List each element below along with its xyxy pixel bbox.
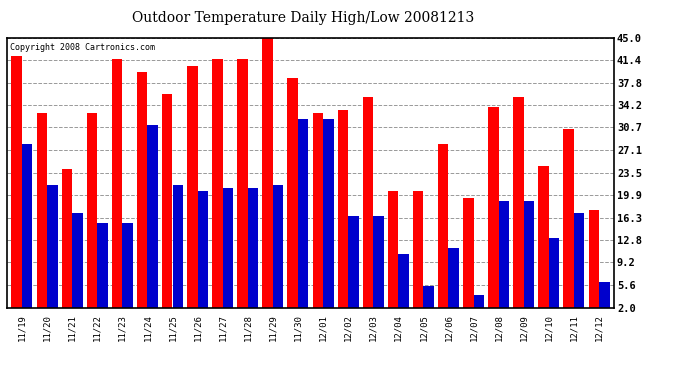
Bar (323, 119, 333, 320)
Bar (513, 97, 524, 320)
Text: Outdoor Temperature Daily High/Low 20081213: Outdoor Temperature Daily High/Low 20081… (132, 11, 475, 25)
Bar (599, 282, 609, 320)
Bar (337, 110, 348, 320)
Bar (589, 210, 599, 320)
Bar (137, 72, 148, 320)
Bar (488, 106, 499, 320)
Bar (148, 125, 158, 320)
Bar (197, 191, 208, 320)
Bar (313, 113, 323, 320)
Bar (162, 94, 172, 320)
Bar (388, 191, 398, 320)
Bar (473, 295, 484, 320)
Bar (47, 185, 57, 320)
Bar (348, 216, 359, 320)
Bar (373, 216, 384, 320)
Bar (187, 66, 197, 320)
Bar (37, 113, 47, 320)
Text: Copyright 2008 Cartronics.com: Copyright 2008 Cartronics.com (10, 43, 155, 52)
Bar (223, 188, 233, 320)
Bar (22, 144, 32, 320)
Bar (237, 60, 248, 320)
Bar (12, 56, 22, 320)
Bar (112, 60, 122, 320)
Bar (172, 185, 183, 320)
Bar (363, 97, 373, 320)
Bar (574, 213, 584, 320)
Bar (424, 285, 434, 320)
Bar (262, 38, 273, 320)
Bar (448, 248, 459, 320)
Bar (438, 144, 449, 320)
Bar (499, 201, 509, 320)
Bar (549, 238, 560, 320)
Bar (298, 119, 308, 320)
Bar (564, 129, 574, 320)
Bar (288, 78, 298, 320)
Bar (122, 223, 133, 320)
Bar (463, 198, 473, 320)
Bar (72, 213, 83, 320)
Bar (212, 60, 223, 320)
Bar (97, 223, 108, 320)
Bar (413, 191, 424, 320)
Bar (87, 113, 97, 320)
Bar (248, 188, 258, 320)
Bar (273, 185, 284, 320)
Bar (398, 254, 409, 320)
Bar (524, 201, 534, 320)
Bar (538, 166, 549, 320)
Bar (61, 170, 72, 320)
